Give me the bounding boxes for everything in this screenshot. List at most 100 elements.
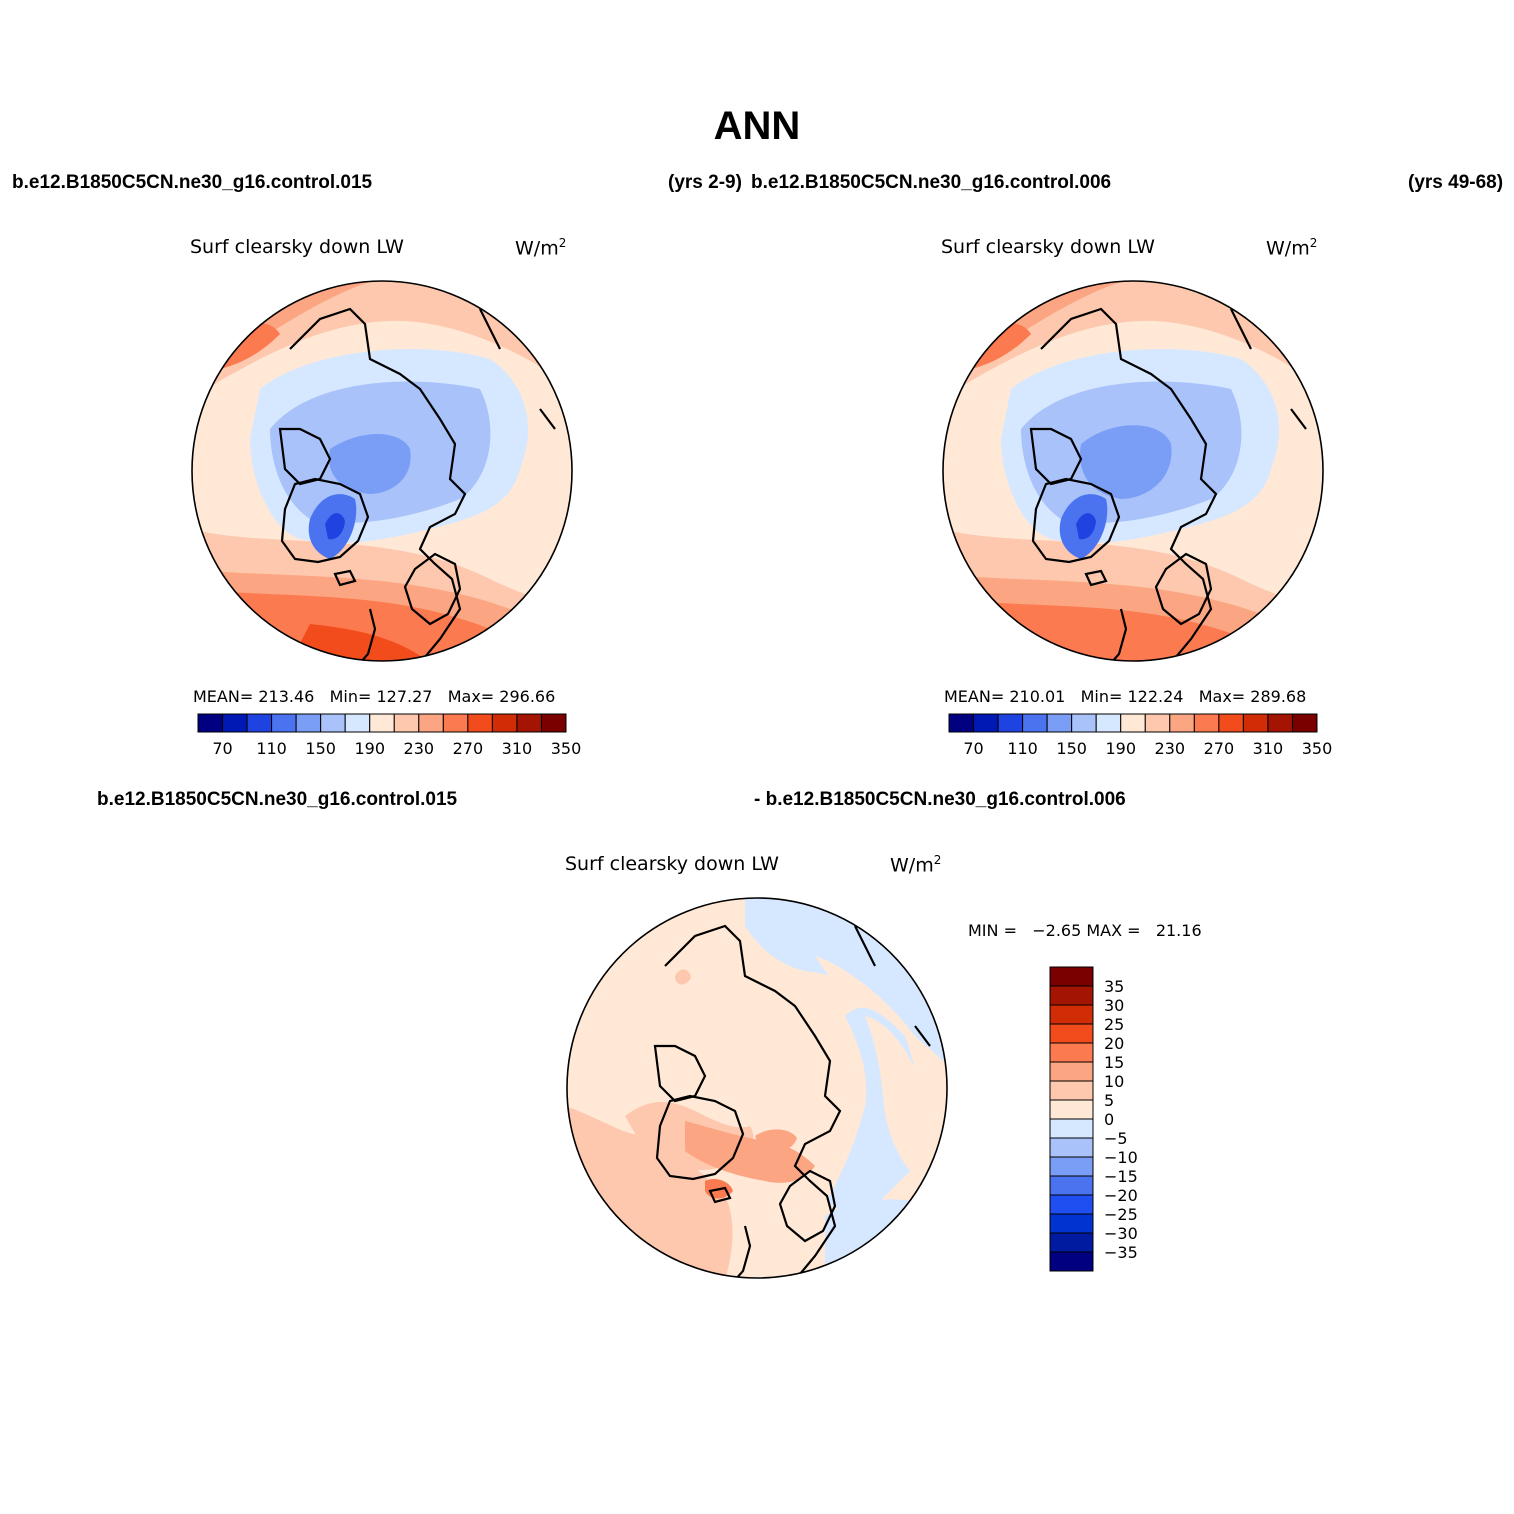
diff-colorbar-swatch [1049,985,1094,1006]
panel2-colorbar-tick-label: 270 [1204,739,1235,758]
panel2-colorbar-swatch [997,713,1024,733]
panel1-colorbar-swatch [295,713,322,733]
panel1-mean: 213.46 [258,687,315,706]
panel2-max: 289.68 [1250,687,1307,706]
diff-colorbar-tick-label: 20 [1104,1034,1124,1053]
panel2-colorbar-swatch [1193,713,1220,733]
diff-colorbar-tick-label: −5 [1104,1129,1128,1148]
panel2-colorbar-swatch [1120,713,1146,733]
diff-case-a: b.e12.B1850C5CN.ne30_g16.control.015 [97,789,458,810]
diff-variable: Surf clearsky down LW [565,853,779,875]
panel2-colorbar-swatch [1218,713,1244,733]
panel2-colorbar-swatch [1144,713,1171,733]
panel1-colorbar-swatch [540,713,567,733]
diff-colorbar-tick-label: −15 [1104,1167,1138,1186]
diff-units: W/m2 [890,853,942,877]
diff-colorbar-swatch [1049,1194,1094,1215]
panel1-colorbar-swatch [393,713,420,733]
panel2-polar-map [942,280,1324,662]
diff-colorbar-swatch [1049,966,1094,987]
panel1-colorbar-tick-label: 310 [502,739,533,758]
panel2-years: (yrs 49-68) [1408,172,1504,193]
panel1-colorbar-swatch [271,713,297,733]
diff-colorbar-swatch [1049,1061,1094,1082]
diff-colorbar-tick-label: −25 [1104,1205,1138,1224]
panel2-case-name: b.e12.B1850C5CN.ne30_g16.control.006 [751,172,1112,193]
panel2-colorbar-swatch [1095,713,1122,733]
page-title: ANN [713,104,801,148]
diff-colorbar-tick-label: 0 [1104,1110,1114,1129]
panel1-stats: MEAN= 213.46 Min= 127.27 Max= 296.66 [193,687,556,706]
diff-case-b: - b.e12.B1850C5CN.ne30_g16.control.006 [754,789,1126,810]
panel2-colorbar: 70 110 150 190 230 270 310 350 [948,713,1332,758]
panel2-variable: Surf clearsky down LW [941,236,1155,258]
panel2-colorbar-swatch [1291,713,1318,733]
panel1-colorbar-swatch [197,713,224,733]
panel2-colorbar-tick-label: 110 [1007,739,1038,758]
panel1-colorbar-tick-label: 230 [404,739,435,758]
panel2-mean: 210.01 [1009,687,1066,706]
diff-colorbar-tick-label: 25 [1104,1015,1124,1034]
panel1-colorbar-swatch [344,713,371,733]
panel1-colorbar-swatch [320,713,346,733]
panel1-colorbar-tick-label: 270 [453,739,484,758]
panel2-colorbar-swatch [973,713,999,733]
panel1-colorbar-swatch [222,713,248,733]
panel2-colorbar-swatch [1169,713,1195,733]
panel2-colorbar-swatch [1022,713,1048,733]
panel1-units: W/m2 [515,236,567,260]
diff-colorbar-swatch [1049,1004,1094,1025]
panel1-years: (yrs 2-9) [668,172,742,193]
panel2-colorbar-swatch [1242,713,1269,733]
diff-colorbar-swatch [1049,1023,1094,1044]
diff-colorbar-tick-label: −10 [1104,1148,1138,1167]
panel1-colorbar-tick-label: 70 [212,739,232,758]
panel2-units: W/m2 [1266,236,1318,260]
diff-colorbar-swatch [1049,1042,1094,1063]
diff-colorbar-swatch [1049,1251,1094,1272]
panel2-colorbar-swatch [1267,713,1293,733]
panel2-colorbar-tick-label: 350 [1302,739,1333,758]
panel1-colorbar-swatch [246,713,273,733]
panel1-case-name: b.e12.B1850C5CN.ne30_g16.control.015 [12,172,373,193]
diff-colorbar-tick-label: −30 [1104,1224,1138,1243]
panel1-variable: Surf clearsky down LW [190,236,404,258]
diff-colorbar-swatch [1049,1232,1094,1253]
panel1-colorbar-swatch [369,713,395,733]
diff-colorbar-swatch [1049,1156,1094,1177]
diff-colorbar-swatch [1049,1213,1094,1234]
diff-colorbar-tick-label: 35 [1104,977,1124,996]
panel1-colorbar-swatch [467,713,493,733]
panel2-colorbar-tick-label: 310 [1253,739,1284,758]
diff-polar-map [566,897,948,1279]
diff-colorbar-tick-label: 15 [1104,1053,1124,1072]
diff-colorbar-swatch [1049,1099,1094,1120]
panel2-stats: MEAN= 210.01 Min= 122.24 Max= 289.68 [944,687,1307,706]
panel2-min: 122.24 [1127,687,1184,706]
panel1-colorbar-swatch [418,713,444,733]
diff-colorbar-tick-label: −35 [1104,1243,1138,1262]
panel2-colorbar-tick-label: 70 [963,739,983,758]
diff-colorbar-swatch [1049,1118,1094,1139]
diff-colorbar-swatch [1049,1080,1094,1101]
panel1-polar-map [191,280,573,662]
panel2-colorbar-tick-label: 190 [1105,739,1136,758]
panel2-colorbar-tick-label: 150 [1056,739,1087,758]
panel1-colorbar-tick-label: 150 [305,739,336,758]
panel1-colorbar-swatch [442,713,469,733]
panel1-min: 127.27 [376,687,433,706]
diff-colorbar-tick-label: −20 [1104,1186,1138,1205]
diff-colorbar-swatch [1049,1175,1094,1196]
panel2-colorbar-swatch [1046,713,1073,733]
diff-colorbar-tick-label: 5 [1104,1091,1114,1110]
diff-colorbar-swatch [1049,1137,1094,1158]
diff-minmax: MIN = −2.65 MAX = 21.16 [968,921,1202,940]
panel1-max: 296.66 [499,687,556,706]
panel1-colorbar-swatch [516,713,542,733]
panel1-colorbar: 70 110 150 190 230 270 310 350 [197,713,581,758]
panel2-colorbar-swatch [948,713,975,733]
panel1-colorbar-tick-label: 190 [354,739,385,758]
panel1-colorbar-tick-label: 110 [256,739,287,758]
panel1-colorbar-tick-label: 350 [551,739,582,758]
